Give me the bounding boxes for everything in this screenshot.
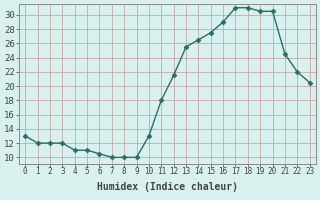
X-axis label: Humidex (Indice chaleur): Humidex (Indice chaleur)	[97, 182, 238, 192]
